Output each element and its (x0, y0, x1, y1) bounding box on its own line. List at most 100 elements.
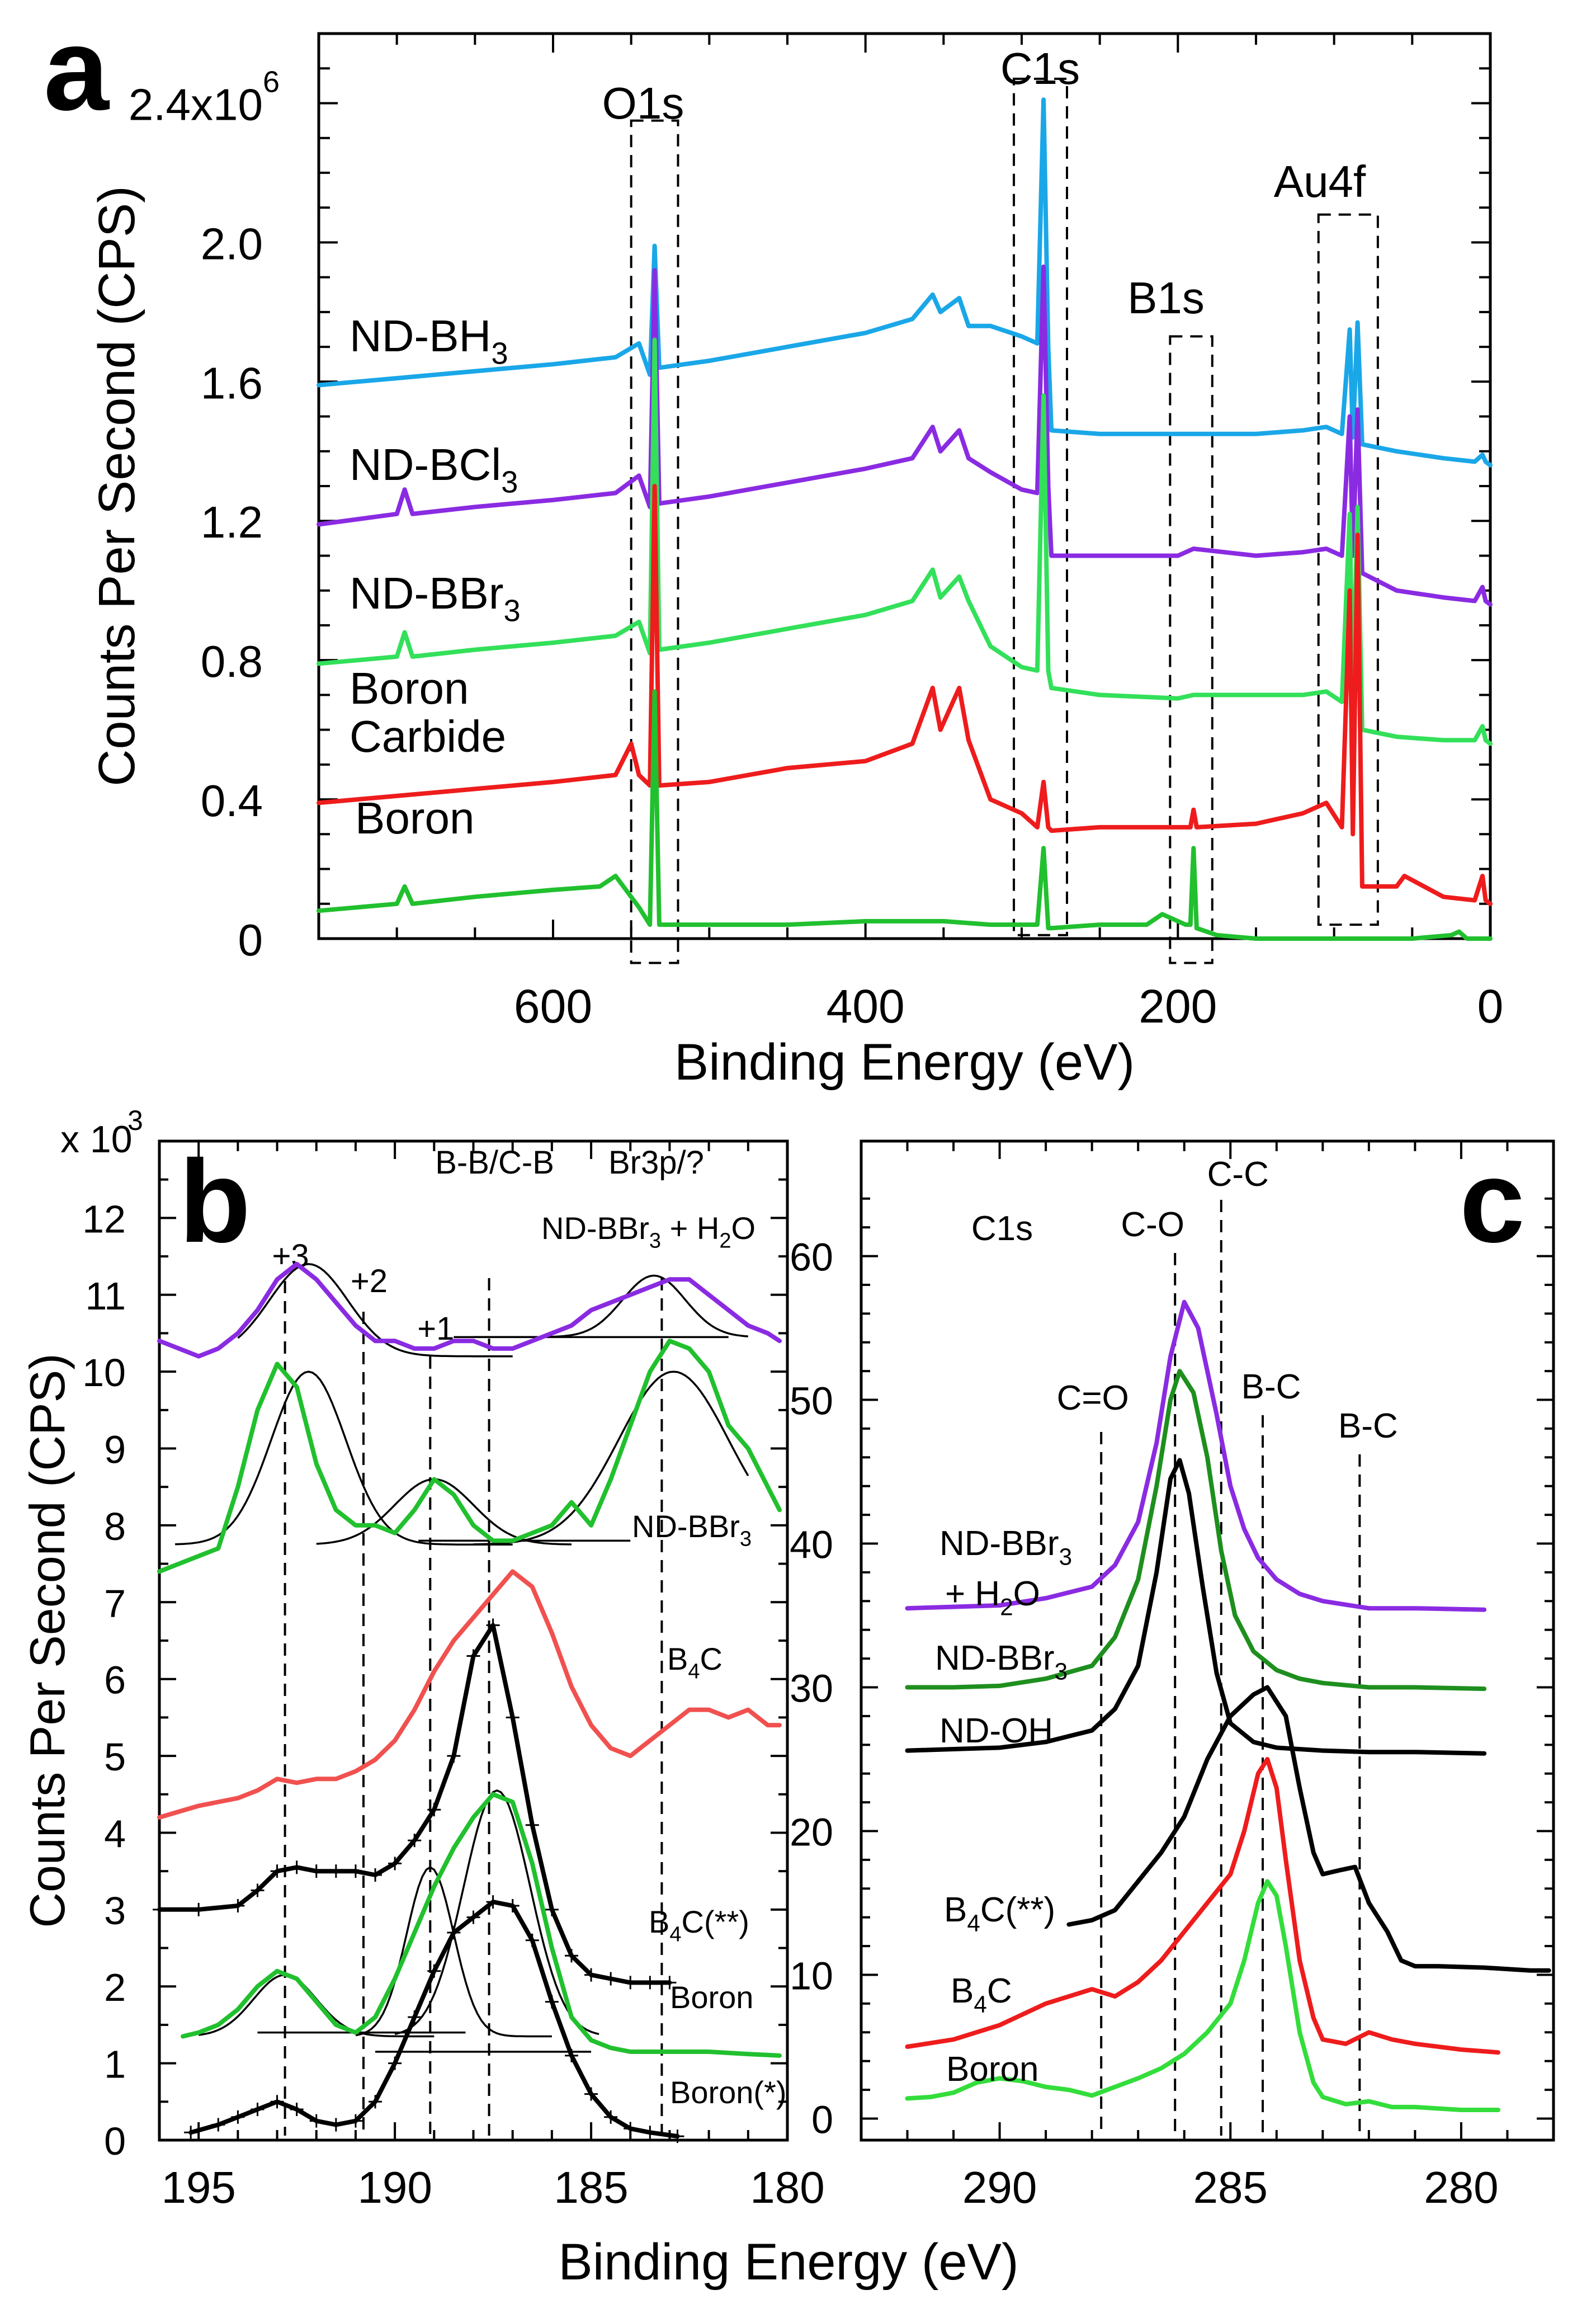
series-line-b4c- (1066, 1685, 1551, 1973)
y-tick-label: 11 (85, 1274, 126, 1318)
y-tick-label: 0 (238, 915, 263, 965)
y-multiplier-exponent: 3 (128, 1105, 143, 1136)
x-axis-title: Binding Energy (eV) (674, 1034, 1135, 1091)
series-label: ND-BCl3 (350, 440, 518, 499)
x-tick-label: 600 (514, 980, 592, 1033)
y-tick-label: 2 (104, 1966, 126, 2009)
x-axis-title-bottom: Binding Energy (eV) (558, 2234, 1018, 2291)
series-line-b4c (157, 1569, 782, 1820)
series-label: B4C(**) (649, 1904, 749, 1947)
y-tick-label: 0.8 (201, 637, 263, 686)
series-label: ND-BBr3 (935, 1639, 1068, 1684)
reference-line-label: B-C (1338, 1407, 1398, 1445)
peak-region-label: B1s (1127, 273, 1205, 323)
fit-curve (394, 1789, 599, 2036)
x-tick-label: 290 (962, 2162, 1037, 2212)
x-tick-label: 280 (1424, 2162, 1498, 2212)
reference-line-label: B-B/C-B (435, 1144, 554, 1181)
y-tick-label: 0.4 (201, 776, 263, 826)
y-tick-label: 1.6 (201, 358, 263, 408)
series-line-nd-oh (905, 1458, 1487, 1756)
y-tick-label: 8 (104, 1505, 126, 1548)
y-tick-label: 10 (82, 1351, 126, 1394)
series-label-boron: Boron (355, 793, 474, 843)
peak-region-box (1013, 77, 1069, 936)
y-tick-label: 40 (790, 1523, 833, 1567)
series-line-nd-bbr3 (157, 1339, 782, 1574)
y-axis-title: Counts Per Second (CPS) (88, 186, 145, 786)
fit-curve (473, 1274, 748, 1339)
series-line-nd-bcl (317, 264, 1493, 607)
plot-frame (860, 1139, 1555, 2142)
series-line-nd-bbr3-h (157, 1261, 782, 1359)
x-tick-label: 195 (161, 2162, 235, 2212)
y-tick-label: 4 (104, 1812, 126, 1855)
peak-region-label: O1s (602, 78, 684, 128)
y-tick-label: 12 (82, 1197, 126, 1241)
y-tick-label: 6 (104, 1659, 126, 1702)
series-line-boron (905, 1879, 1500, 2112)
fit-curve (237, 1263, 513, 1358)
series-line-nd-bbr3 (905, 1369, 1487, 1692)
y-tick-label: 1.2 (201, 497, 263, 547)
fit-curve (198, 1973, 435, 2038)
series-label: ND-BBr3 (350, 568, 521, 628)
series-label: ND-BH3 (350, 311, 508, 370)
series-label-line2: + H2O (945, 1575, 1040, 1620)
series-line-b4c (905, 1757, 1500, 2055)
series-line-boron (181, 1792, 782, 2058)
panel-c: 290 285 280 0 10 20 30 40 50 60 C1s C=O C-O C-C B-C B-C… (790, 1139, 1555, 2212)
series-label: B4C (667, 1641, 723, 1684)
series-label: ND-BBr3 + H2O (541, 1210, 755, 1253)
series-line-boron (317, 689, 1493, 941)
peak-region-box (1169, 335, 1213, 964)
series-line-nd-bh (317, 97, 1493, 468)
panel-c-title: C1s (971, 1209, 1033, 1248)
reference-line-label: +2 (351, 1263, 388, 1299)
panel-a-letter: a (44, 3, 110, 135)
x-tick-label: 180 (750, 2162, 824, 2212)
y-axis-title: Counts Per Second (CPS) (20, 1353, 75, 1928)
y-tick-label: 3 (104, 1889, 126, 1933)
series-label: Boron (670, 1980, 753, 2015)
panel-b-letter: b (179, 1136, 251, 1267)
series-line-boron-carbide (317, 484, 1493, 906)
y-tick-label: 0 (811, 2098, 833, 2141)
peak-region-box (1317, 213, 1379, 926)
fit-curve (355, 1866, 552, 2038)
reference-line-label: C-O (1121, 1205, 1184, 1244)
x-tick-label: 190 (357, 2162, 432, 2212)
y-tick-label: 5 (104, 1735, 126, 1779)
panel-c-letter: c (1460, 1136, 1525, 1267)
x-tick-label: 285 (1193, 2162, 1268, 2212)
panel-a: 600 400 200 0 0 0.4 0.8 1.2 1.6 2.0 2.4x10 6 Binding… (88, 32, 1504, 1091)
peak-region-label: C1s (1000, 44, 1080, 93)
reference-line-label: Br3p/? (608, 1144, 704, 1181)
series-label: B4C(**) (944, 1891, 1055, 1936)
y-tick-label: 1 (104, 2043, 126, 2086)
x-tick-label: 200 (1139, 980, 1217, 1033)
y-tick-label: 20 (790, 1810, 833, 1854)
y-tick-label: 0 (104, 2119, 126, 2163)
y-tick-label: 60 (790, 1236, 833, 1279)
y-top-tick-label: 2.4x10 (129, 79, 263, 129)
series-line-nd-bbr3-h (905, 1299, 1487, 1612)
x-tick-label: 185 (554, 2162, 628, 2212)
y-top-exponent: 6 (263, 65, 280, 98)
series-label: ND-BBr3 (632, 1509, 752, 1551)
x-tick-label: 400 (827, 980, 905, 1033)
series-label: B4C (951, 1972, 1012, 2017)
y-tick-label: 2.0 (201, 219, 263, 268)
series-label: Boron (946, 2050, 1038, 2089)
y-tick-label: 50 (790, 1379, 833, 1423)
peak-region-box (630, 119, 679, 964)
reference-line-label: C=O (1057, 1379, 1129, 1417)
series-label: Boron(*) (670, 2075, 787, 2110)
series-label: ND-OH (939, 1712, 1053, 1750)
reference-line-label: C-C (1207, 1155, 1269, 1194)
peak-region-label: Au4f (1274, 157, 1366, 206)
x-tick-label: 0 (1477, 980, 1504, 1033)
series-line-boron- (188, 1900, 680, 2139)
